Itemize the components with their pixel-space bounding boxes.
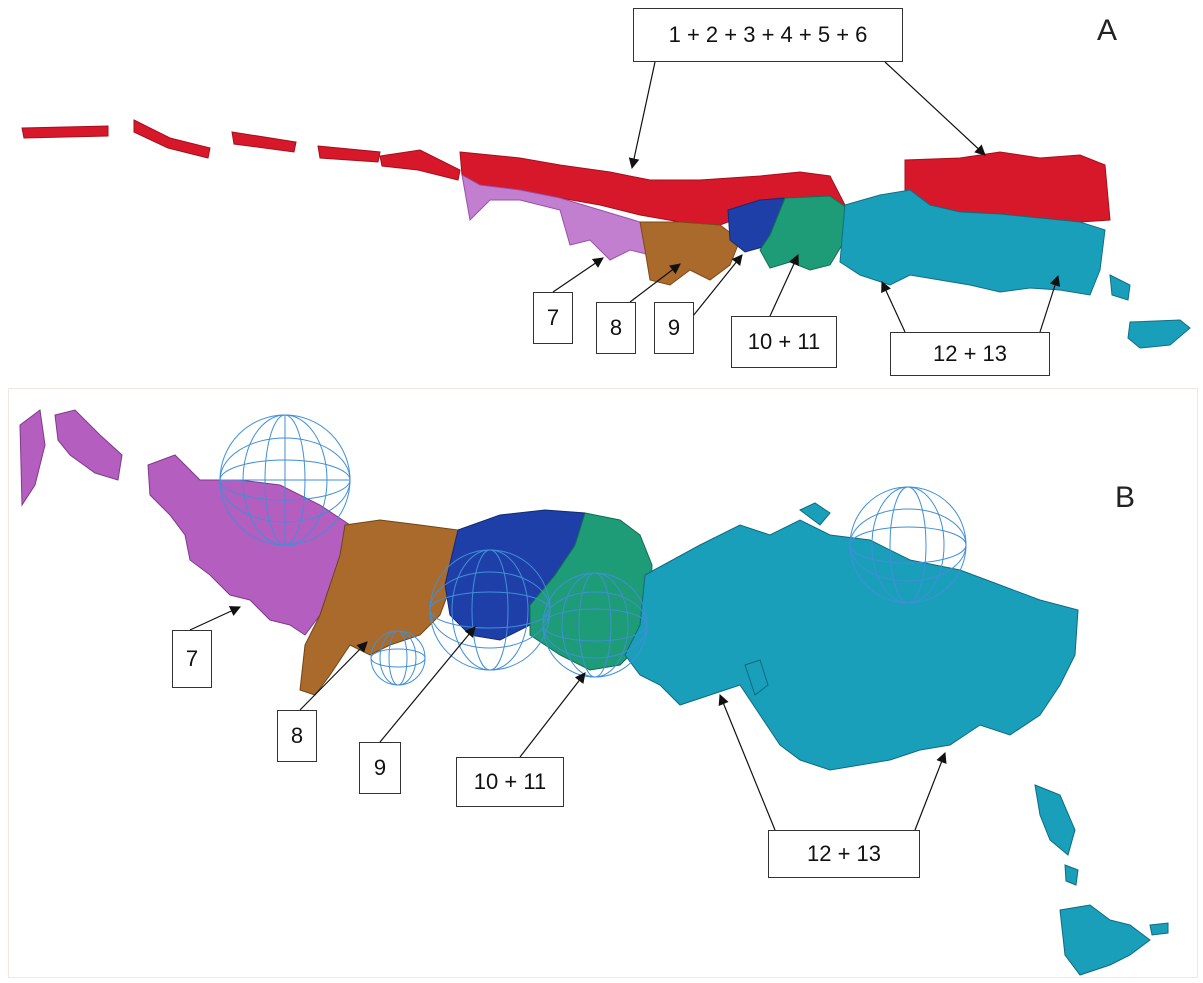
layer-10-11-surface xyxy=(529,512,653,671)
label-layer-9: 9 xyxy=(654,302,694,354)
sphere-3-icon xyxy=(429,549,551,671)
sphere-1-icon xyxy=(219,414,351,546)
sphere-2-icon xyxy=(370,630,426,686)
panel-a: A 1 + 2 + 3 + 4 + 5 + 6 7 8 9 10 + 11 12… xyxy=(0,0,1203,385)
sphere-4-icon xyxy=(542,572,648,678)
label-layer-7: 7 xyxy=(172,630,212,688)
label-layers-12-13: 12 + 13 xyxy=(768,830,920,878)
label-layers-10-11: 10 + 11 xyxy=(456,757,564,807)
panel-b-frame xyxy=(8,388,1198,978)
panel-a-letter: A xyxy=(1097,14,1118,47)
label-layers-10-11: 10 + 11 xyxy=(731,316,837,368)
layer-12-13-surface xyxy=(624,502,1169,976)
mesh-sphere-wireframes xyxy=(219,414,967,686)
label-layers-1-6: 1 + 2 + 3 + 4 + 5 + 6 xyxy=(633,8,903,62)
label-layer-8: 8 xyxy=(277,710,317,762)
layer-12-13-surface xyxy=(839,189,1191,349)
layer-8-surface xyxy=(639,221,741,286)
label-layer-9: 9 xyxy=(359,742,401,794)
layer-10-11-surface xyxy=(759,195,851,271)
sphere-5-icon xyxy=(849,486,967,604)
panel-b: B 7 8 9 10 + 11 12 + 13 xyxy=(0,385,1203,983)
label-layers-12-13: 12 + 13 xyxy=(890,332,1050,376)
panel-a-arrows xyxy=(552,61,1061,333)
label-layer-7: 7 xyxy=(533,292,573,344)
panel-a-surfaces xyxy=(21,61,1191,349)
layer-7-surface xyxy=(461,174,651,261)
panel-b-arrows xyxy=(189,606,947,831)
panel-b-letter: B xyxy=(1115,481,1136,514)
label-layer-8: 8 xyxy=(596,302,636,354)
panel-b-surfaces xyxy=(19,409,1169,976)
